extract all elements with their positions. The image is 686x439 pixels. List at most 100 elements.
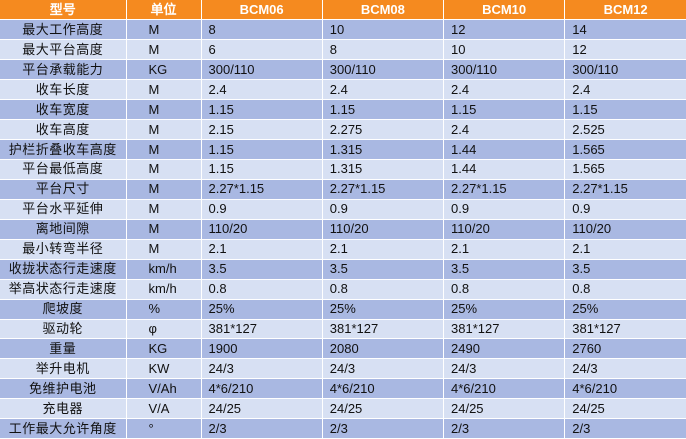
value-cell: 2.4 [564,79,686,101]
unit-cell: M [126,139,202,160]
param-name-cell: 重量 [0,338,127,360]
value-cell: 2.4 [443,119,566,141]
value-cell: 300/110 [201,59,323,81]
unit-cell: M [126,19,202,41]
value-cell: 110/20 [443,219,566,240]
value-cell: 10 [443,39,566,61]
table-row: 最大工作高度 M 8 10 12 14 [0,19,686,41]
unit-cell: V/Ah [126,378,202,400]
table-body: 最大工作高度 M 8 10 12 14 最大平台高度 M 6 8 10 12 平台承载能力 KG 300/1… [0,19,686,439]
value-cell: 24/25 [322,398,445,420]
table-row: 最小转弯半径 M 2.1 2.1 2.1 2.1 [0,239,686,260]
value-cell: 4*6/210 [322,378,445,400]
value-cell: 14 [564,19,686,41]
value-cell: 3.5 [201,259,323,280]
param-name-cell: 免维护电池 [0,378,127,400]
value-cell: 1.15 [564,99,686,121]
value-cell: 2.15 [201,119,323,141]
table-row: 工作最大允许角度 ° 2/3 2/3 2/3 2/3 [0,418,686,439]
unit-cell: M [126,219,202,240]
param-name-cell: 驱动轮 [0,319,127,340]
value-cell: 1900 [201,338,323,360]
value-cell: 2.27*1.15 [564,179,686,200]
value-cell: 0.8 [564,279,686,300]
param-name-cell: 离地间隙 [0,219,127,240]
unit-cell: M [126,119,202,141]
value-cell: 1.15 [443,99,566,121]
value-cell: 381*127 [564,319,686,340]
value-cell: 1.315 [322,159,445,180]
value-cell: 12 [443,19,566,41]
value-cell: 2.1 [201,239,323,260]
unit-cell: M [126,179,202,200]
value-cell: 3.5 [322,259,445,280]
value-cell: 24/25 [564,398,686,420]
value-cell: 2080 [322,338,445,360]
unit-cell: % [126,299,202,320]
header-row: 型号 单位 BCM06 BCM08 BCM10 BCM12 [0,0,686,21]
table-row: 平台水平延伸 M 0.9 0.9 0.9 0.9 [0,199,686,220]
value-cell: 2.4 [322,79,445,101]
unit-cell: M [126,239,202,260]
unit-cell: M [126,199,202,220]
value-cell: 300/110 [564,59,686,81]
param-name-cell: 爬坡度 [0,299,127,320]
value-cell: 381*127 [322,319,445,340]
header-unit-label: 单位 [126,0,202,21]
header-model-bcm12: BCM12 [564,0,686,21]
value-cell: 0.8 [201,279,323,300]
unit-cell: V/A [126,398,202,420]
value-cell: 1.15 [201,159,323,180]
table-row: 收车长度 M 2.4 2.4 2.4 2.4 [0,79,686,101]
value-cell: 2.1 [564,239,686,260]
value-cell: 6 [201,39,323,61]
value-cell: 8 [322,39,445,61]
value-cell: 2/3 [564,418,686,439]
param-name-cell: 举高状态行走速度 [0,279,127,300]
param-name-cell: 平台尺寸 [0,179,127,200]
value-cell: 10 [322,19,445,41]
unit-cell: KG [126,59,202,81]
unit-cell: M [126,159,202,180]
value-cell: 300/110 [443,59,566,81]
value-cell: 300/110 [322,59,445,81]
unit-cell: ° [126,418,202,439]
table-row: 收车高度 M 2.15 2.275 2.4 2.525 [0,119,686,141]
param-name-cell: 护栏折叠收车高度 [0,139,127,160]
table-row: 重量 KG 1900 2080 2490 2760 [0,338,686,360]
unit-cell: M [126,79,202,101]
unit-cell: km/h [126,279,202,300]
value-cell: 110/20 [322,219,445,240]
value-cell: 0.9 [443,199,566,220]
value-cell: 2/3 [443,418,566,439]
value-cell: 24/25 [443,398,566,420]
param-name-cell: 平台承载能力 [0,59,127,81]
value-cell: 24/3 [322,358,445,380]
value-cell: 2.27*1.15 [443,179,566,200]
value-cell: 2760 [564,338,686,360]
value-cell: 0.9 [201,199,323,220]
value-cell: 2.1 [322,239,445,260]
table-row: 收拢状态行走速度 km/h 3.5 3.5 3.5 3.5 [0,259,686,280]
value-cell: 2490 [443,338,566,360]
value-cell: 0.9 [564,199,686,220]
value-cell: 0.8 [443,279,566,300]
table-row: 最大平台高度 M 6 8 10 12 [0,39,686,61]
table-row: 举高状态行走速度 km/h 0.8 0.8 0.8 0.8 [0,279,686,300]
value-cell: 2.1 [443,239,566,260]
value-cell: 2.27*1.15 [201,179,323,200]
value-cell: 3.5 [443,259,566,280]
value-cell: 2.275 [322,119,445,141]
table-row: 离地间隙 M 110/20 110/20 110/20 110/20 [0,219,686,240]
value-cell: 4*6/210 [201,378,323,400]
param-name-cell: 工作最大允许角度 [0,418,127,439]
header-model-bcm10: BCM10 [443,0,566,21]
value-cell: 1.15 [201,99,323,121]
unit-cell: km/h [126,259,202,280]
param-name-cell: 收车长度 [0,79,127,101]
value-cell: 110/20 [564,219,686,240]
unit-cell: KW [126,358,202,380]
param-name-cell: 最大工作高度 [0,19,127,41]
header-model-bcm06: BCM06 [201,0,323,21]
